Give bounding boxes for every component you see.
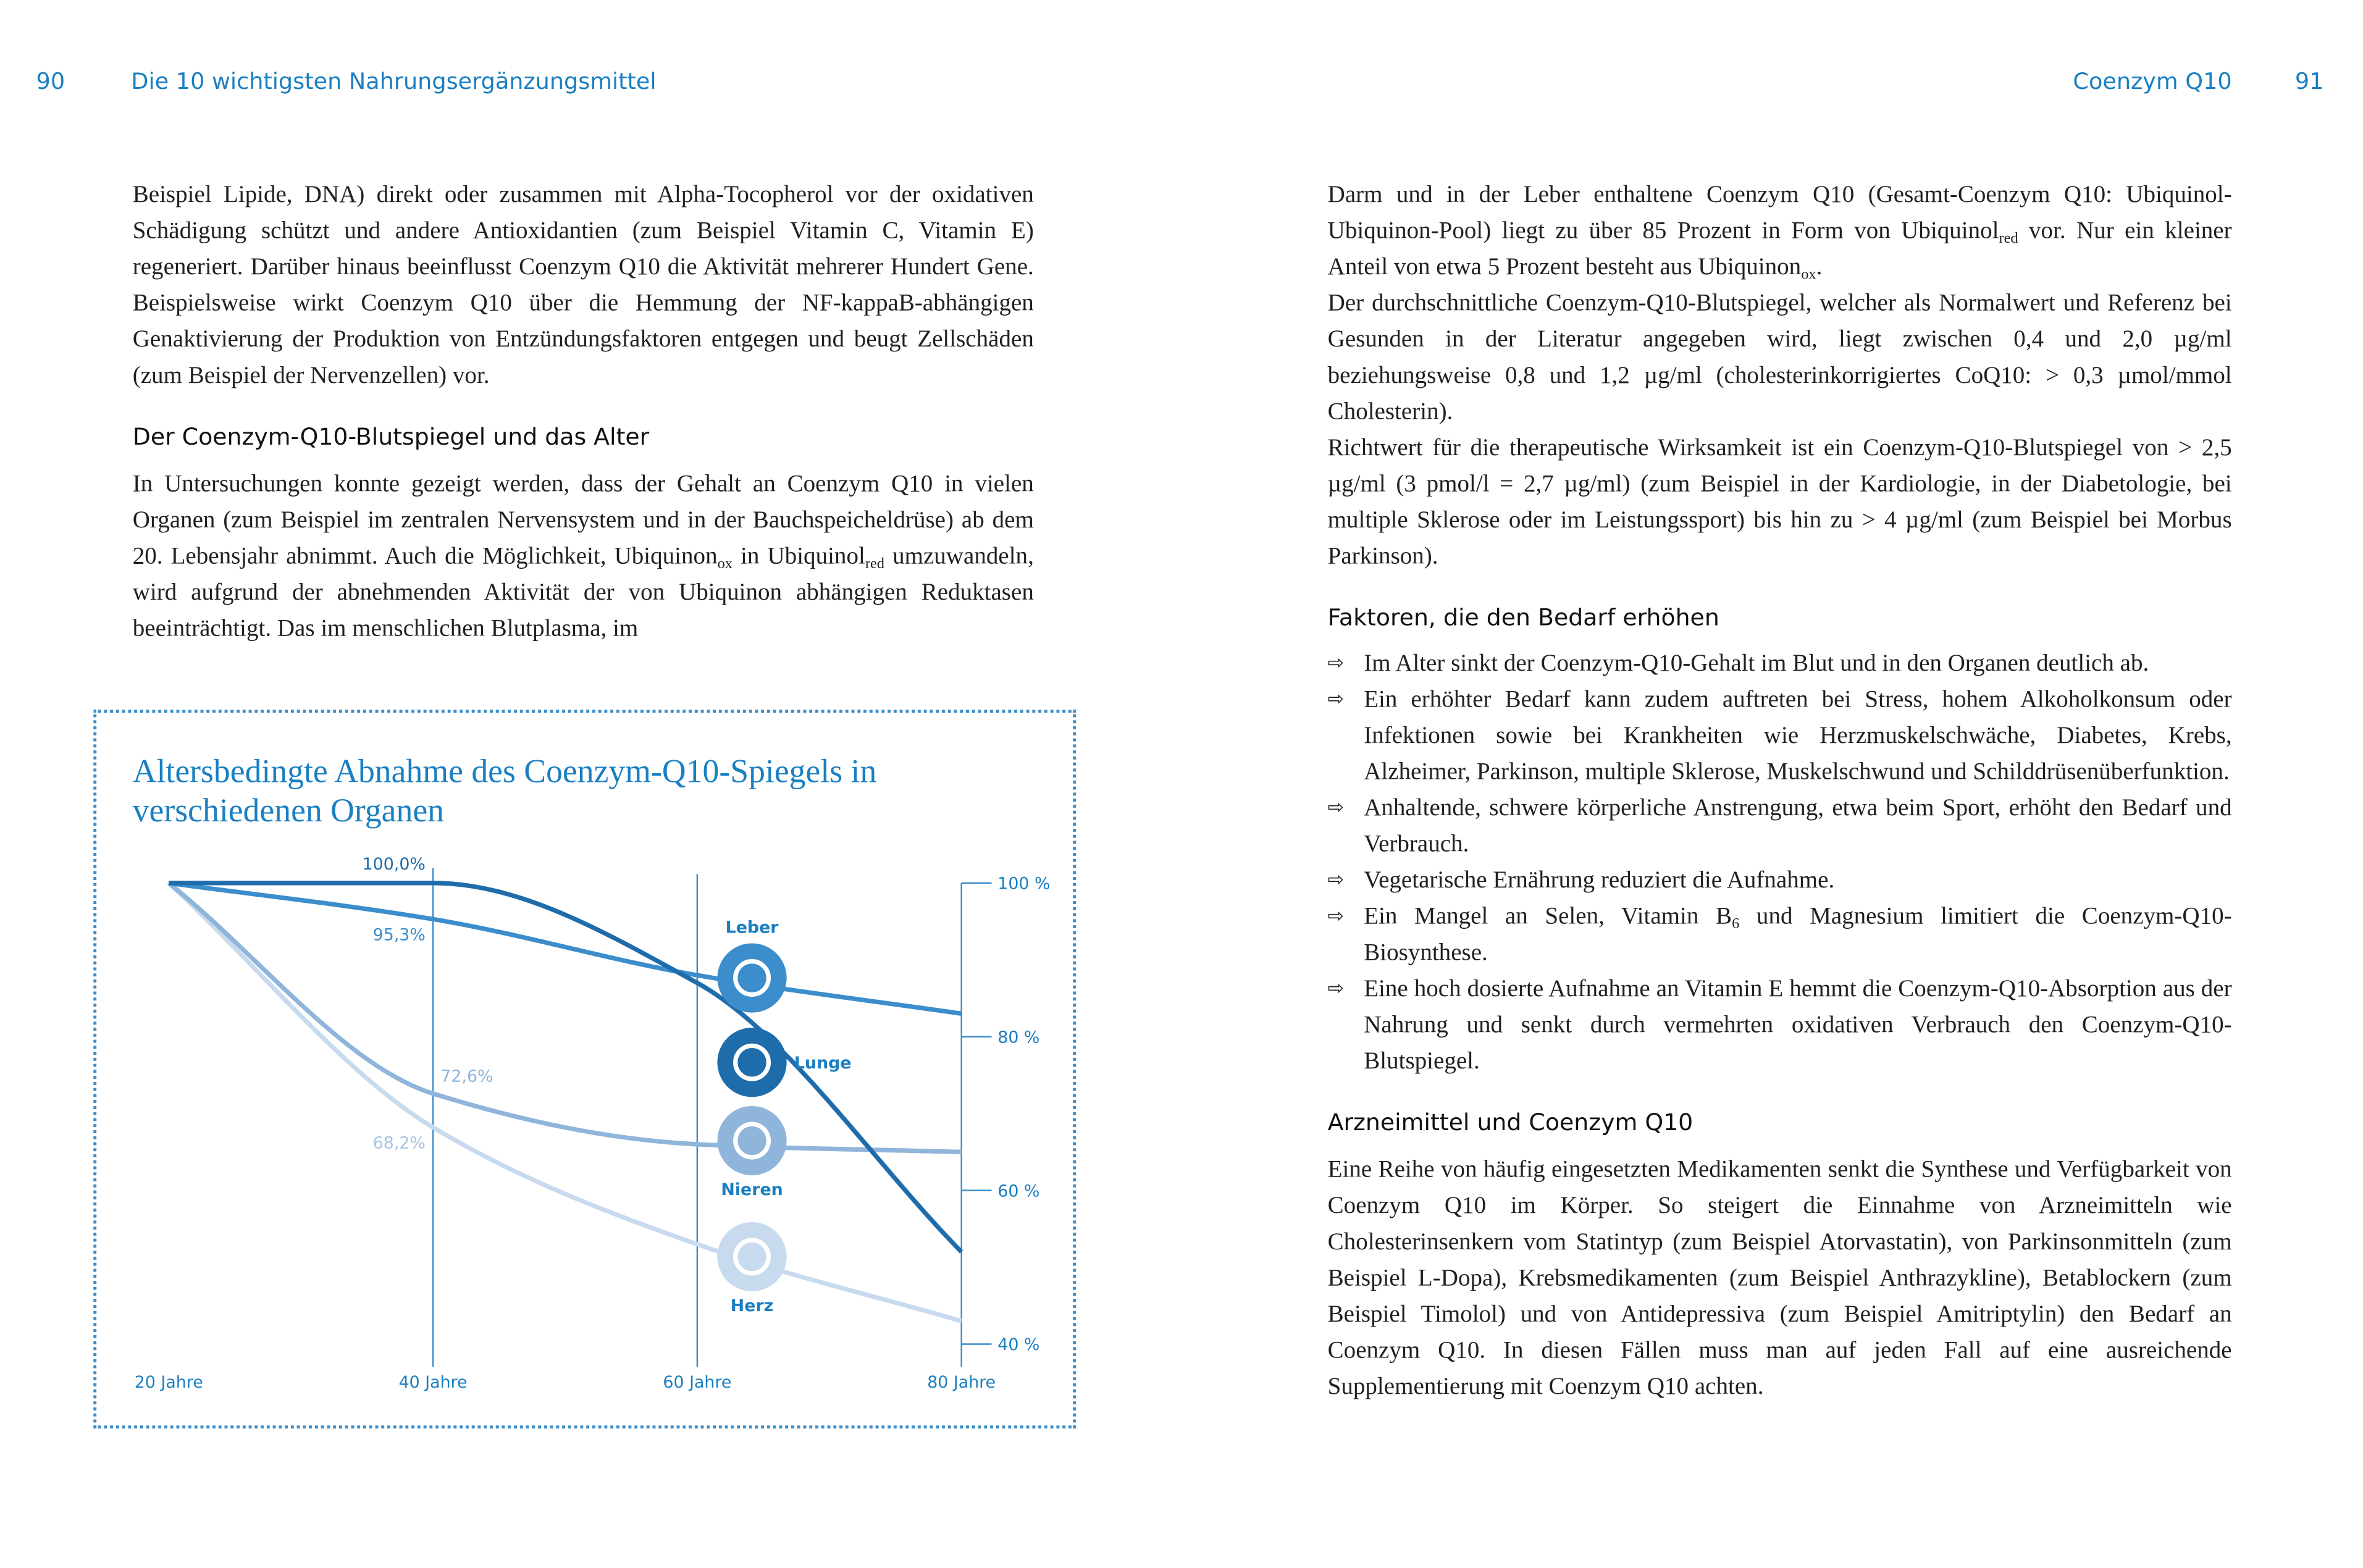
chart-box: 20 Jahre 40 Jahre 60 Jahre 80 Jahre 100 % 80 … [93,710,1077,1429]
data-label: 100,0% [363,855,426,874]
subscript: ox [717,556,732,573]
y-tick-label: 80 % [997,1028,1039,1047]
data-label: 68,2% [373,1134,426,1153]
paragraph: Der durchschnittliche Coenzym-Q10-Blutsp… [1328,287,2232,431]
text-run: Im Alter sinkt der Coenzym-Q10-Gehalt im… [1364,651,2149,677]
text-run: Ein erhöhter Bedarf kann zudem auftreten… [1364,687,2232,786]
page-number: 90 [36,67,65,95]
bullet-item: ⇨ Vegetarische Ernährung reduziert die Au… [1328,863,2232,900]
subscript: red [1999,230,2018,248]
series-line [167,881,962,1155]
y-tick-label: 100 % [997,874,1050,894]
paragraph: Eine Reihe von häufig eingesetzten Medik… [1328,1153,2232,1406]
paragraph: In Untersuchungen konnte gezeigt werden,… [133,467,1034,648]
bullet-item: ⇨ Anhaltende, schwere körperliche Anstren… [1328,791,2232,863]
bullet-arrow: ⇨ [1327,978,1345,1001]
text-column: Beispiel Lipide, DNA) direkt oder zusamm… [133,178,1034,648]
x-tick-label: 20 Jahre [135,1373,203,1392]
bullet-arrow: ⇨ [1327,869,1345,892]
series-line [169,881,963,1254]
bullet-arrow: ⇨ [1327,689,1345,711]
organ-icon-glyph [733,1121,771,1160]
text-run: umzuwandeln, wird aufgrund der abnehmend… [132,543,1034,642]
text-run: Darm und in der Leber enthaltene Coenzym… [1327,182,2232,245]
heading: Der Coenzym-Q10-Blutspiegel und das Alte… [132,423,650,451]
heading: Arzneimittel und Coenzym Q10 [1327,1109,1694,1136]
bullet-arrow: ⇨ [1327,652,1345,676]
series-line [167,881,962,1323]
x-tick-label: 60 Jahre [663,1373,731,1392]
heading: Faktoren, die den Bedarf erhöhen [1327,604,1719,632]
bullet-item: ⇨ Ein Mangel an Selen, Vitamin B6 und Mag… [1328,900,2232,972]
x-tick-label: 80 Jahre [927,1373,996,1392]
bullet-arrow: ⇨ [1327,905,1345,929]
subscript: 6 [1732,916,1740,933]
y-tick-label: 60 % [997,1181,1039,1201]
text-run: . [1816,254,1823,280]
text-run: Der durchschnittliche Coenzym-Q10-Blutsp… [1327,290,2232,426]
series-line [168,881,962,1017]
bullet-item: ⇨ Im Alter sinkt der Coenzym-Q10-Gehalt i… [1328,647,2232,683]
paragraph: Beispiel Lipide, DNA) direkt oder zusamm… [133,178,1034,395]
organ-icon [717,1028,787,1097]
organ-icon-glyph [733,1043,771,1081]
text-run: In Untersuchungen konnte gezeigt werden,… [132,471,1034,570]
paragraph: Richtwert für die therapeutische Wirksam… [1328,431,2232,576]
organ-icon [717,1105,787,1176]
organ-icon [717,943,787,1013]
organ-icon-glyph [733,1238,771,1276]
subscript: ox [1801,266,1816,283]
legend-label: Nieren [721,1180,783,1199]
data-label: 95,3% [373,925,426,944]
bullet-item: ⇨ Eine hoch dosierte Aufnahme an Vitamin … [1328,972,2232,1081]
text-run: Vegetarische Ernährung reduziert die Auf… [1364,868,1835,894]
text-run: Anhaltende, schwere körperliche Anstreng… [1364,795,2232,858]
text-run: Beispiel Lipide, DNA) direkt oder zusamm… [132,182,1034,389]
subscript: red [865,556,885,573]
paragraph: Darm und in der Leber enthaltene Coenzym… [1328,178,2232,287]
page-number: 91 [2294,67,2324,95]
running-head: Coenzym Q10 [2073,67,2232,95]
bullet-item: ⇨ Ein erhöhter Bedarf kann zudem auftrete… [1328,682,2232,791]
text-run: und Magnesium limitiert die Coenzym-Q10-… [1364,904,2232,966]
text-run: Ein Mangel an Selen, Vitamin B [1364,904,1732,930]
bullet-list: ⇨ Im Alter sinkt der Coenzym-Q10-Gehalt i… [1328,647,2232,1081]
y-tick-label: 40 % [997,1335,1039,1354]
running-head: Die 10 wichtigsten Nahrungsergänzungsmit… [131,67,657,95]
text-run: in Ubiquinol [732,543,865,570]
legend-label: Leber [726,918,779,937]
text-run: vor. Nur ein kleiner Anteil von etwa 5 P… [1327,218,2232,280]
text-run: Eine Reihe von häufig eingesetzten Medik… [1327,1157,2232,1400]
data-label: 72,6% [440,1067,493,1086]
text-run: Eine hoch dosierte Aufnahme an Vitamin E… [1364,976,2232,1075]
organ-icon-glyph [733,959,771,997]
text-column: Darm und in der Leber enthaltene Coenzym… [1328,178,2232,1406]
legend-label: Lunge [794,1054,852,1073]
chart-title: Altersbedingte Abnahme des Coenzym-Q10-S… [132,752,877,829]
organ-icon [717,1222,787,1292]
x-tick-label: 40 Jahre [399,1373,468,1392]
bullet-arrow: ⇨ [1327,797,1345,820]
legend-label: Herz [731,1296,774,1315]
chart: 20 Jahre 40 Jahre 60 Jahre 80 Jahre 100 % 80 … [135,855,1051,1392]
text-run: Richtwert für die therapeutische Wirksam… [1327,435,2232,570]
